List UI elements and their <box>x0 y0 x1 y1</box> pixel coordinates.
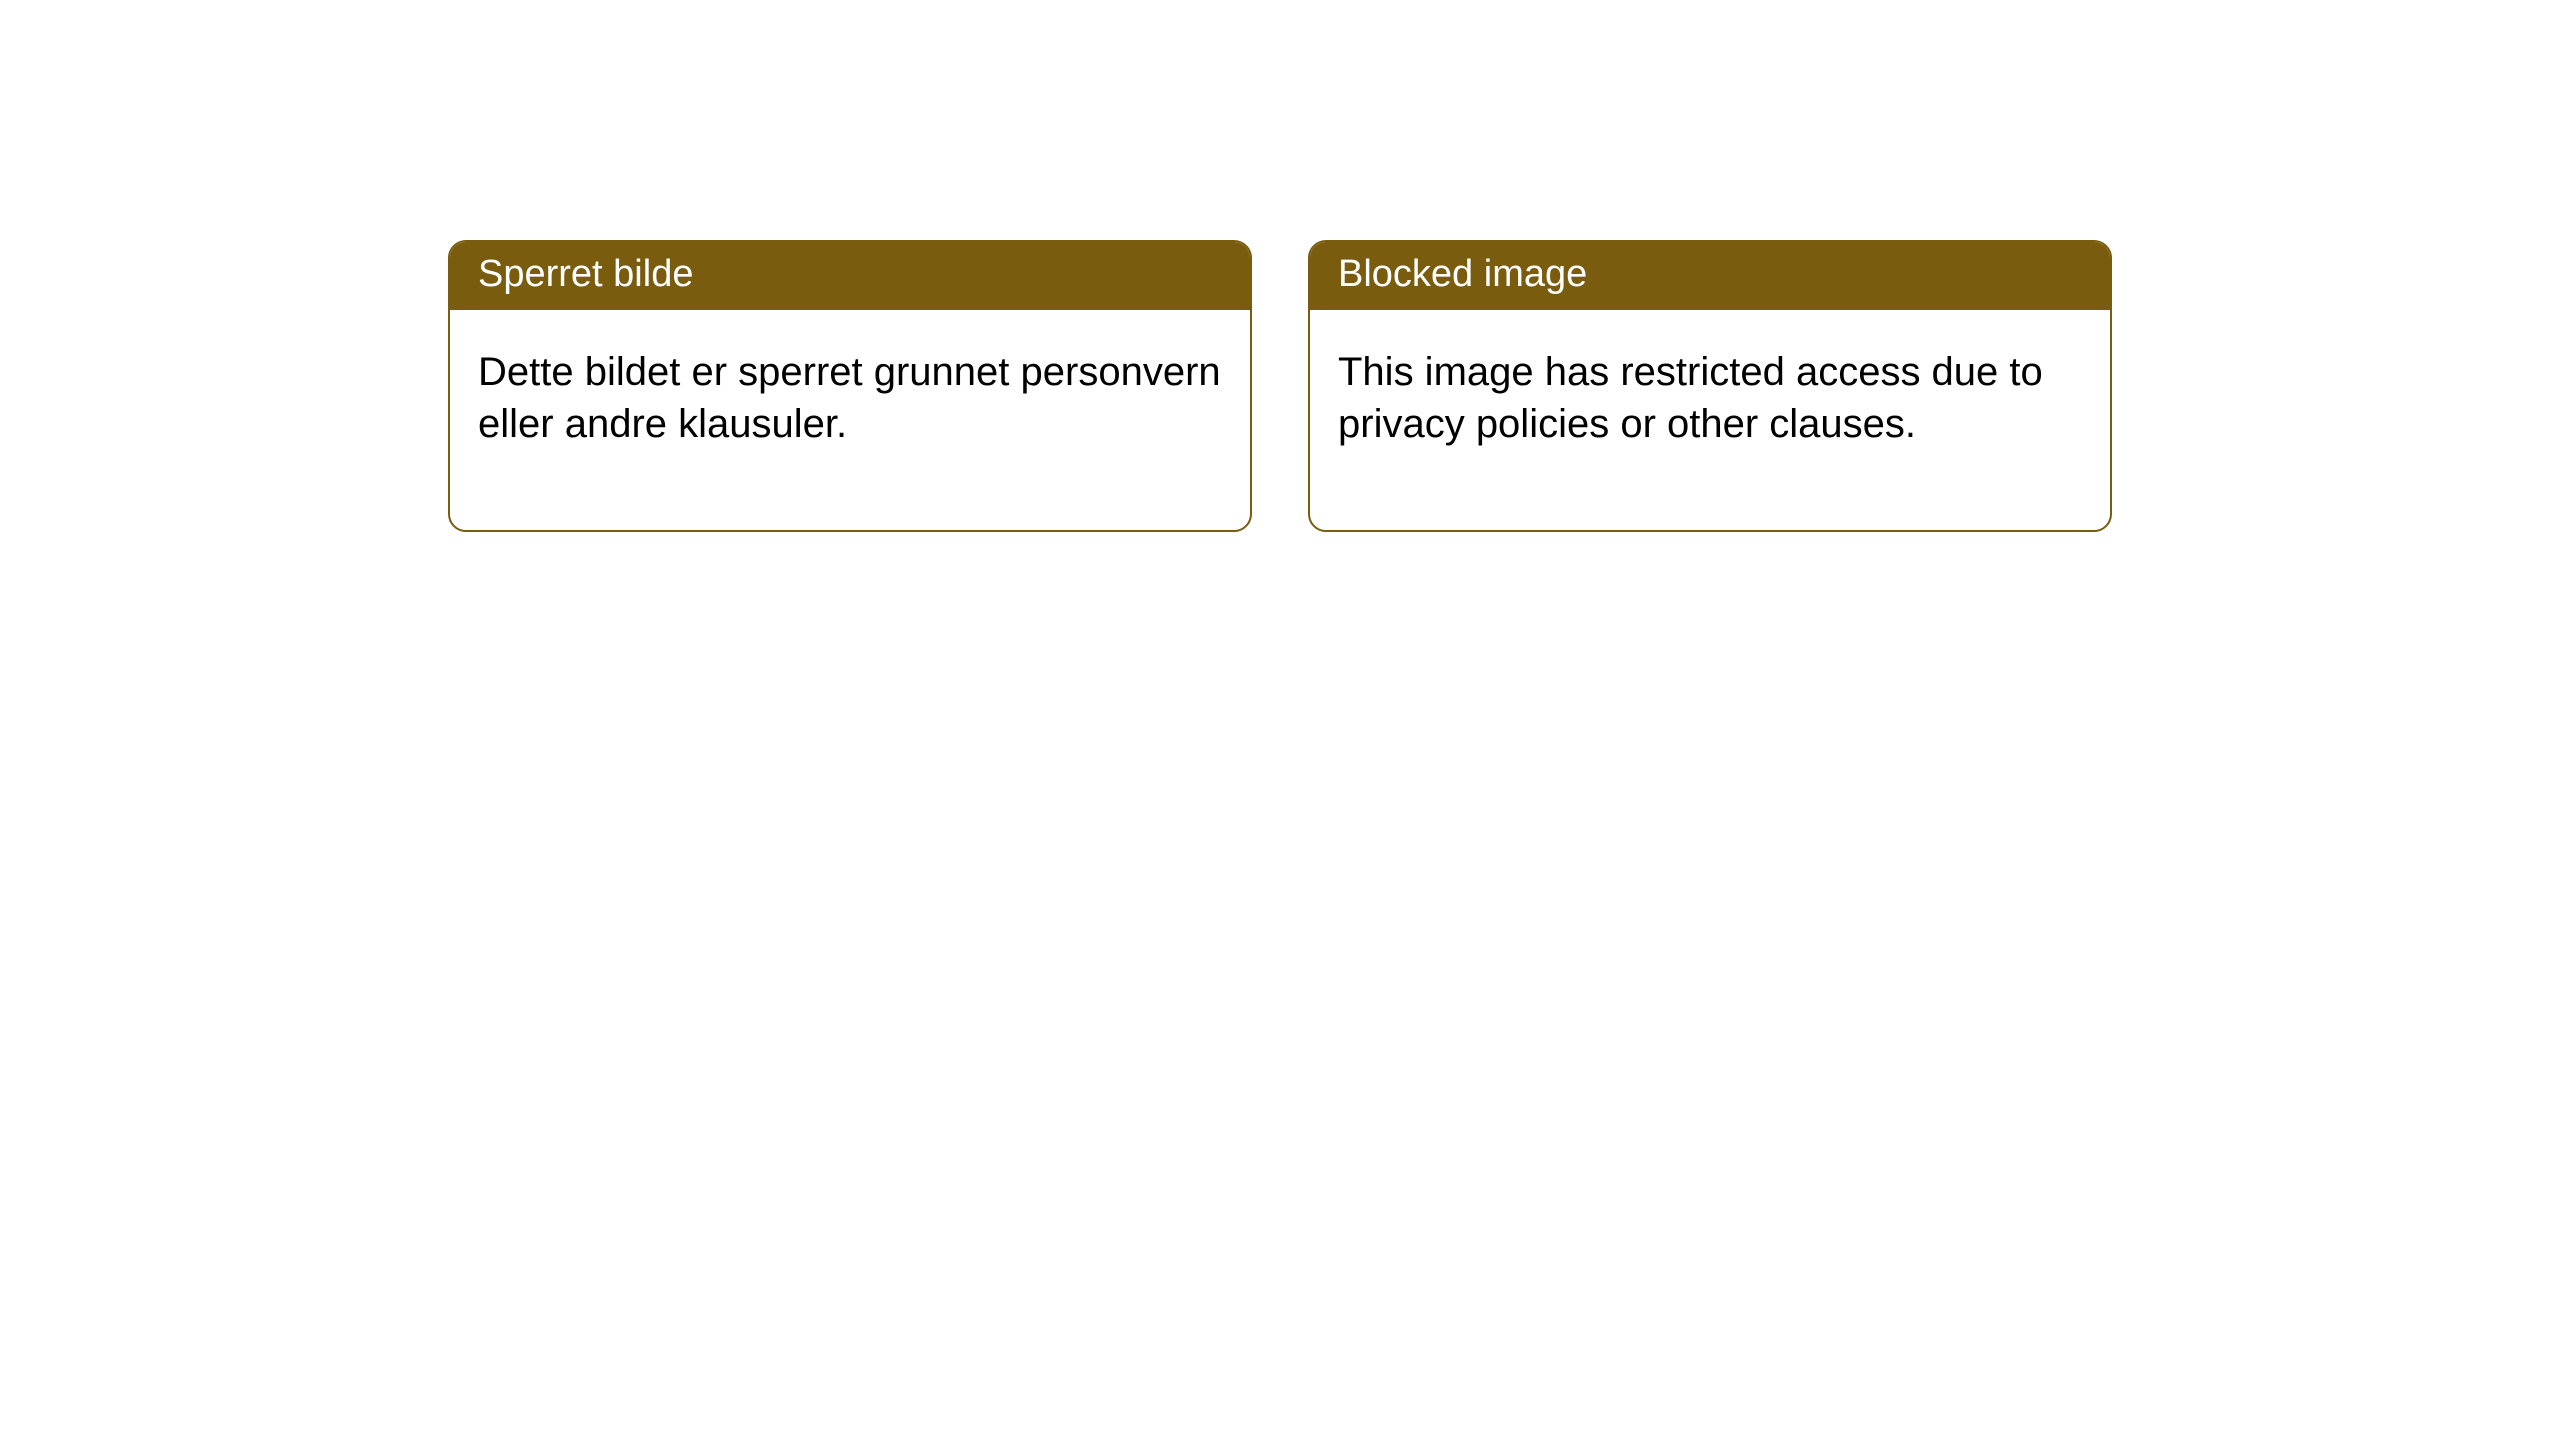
notice-body-english: This image has restricted access due to … <box>1310 310 2110 530</box>
notice-title-norwegian: Sperret bilde <box>450 242 1250 310</box>
notice-card-english: Blocked image This image has restricted … <box>1308 240 2112 532</box>
notice-body-norwegian: Dette bildet er sperret grunnet personve… <box>450 310 1250 530</box>
notice-card-norwegian: Sperret bilde Dette bildet er sperret gr… <box>448 240 1252 532</box>
notice-container: Sperret bilde Dette bildet er sperret gr… <box>0 0 2560 532</box>
notice-title-english: Blocked image <box>1310 242 2110 310</box>
